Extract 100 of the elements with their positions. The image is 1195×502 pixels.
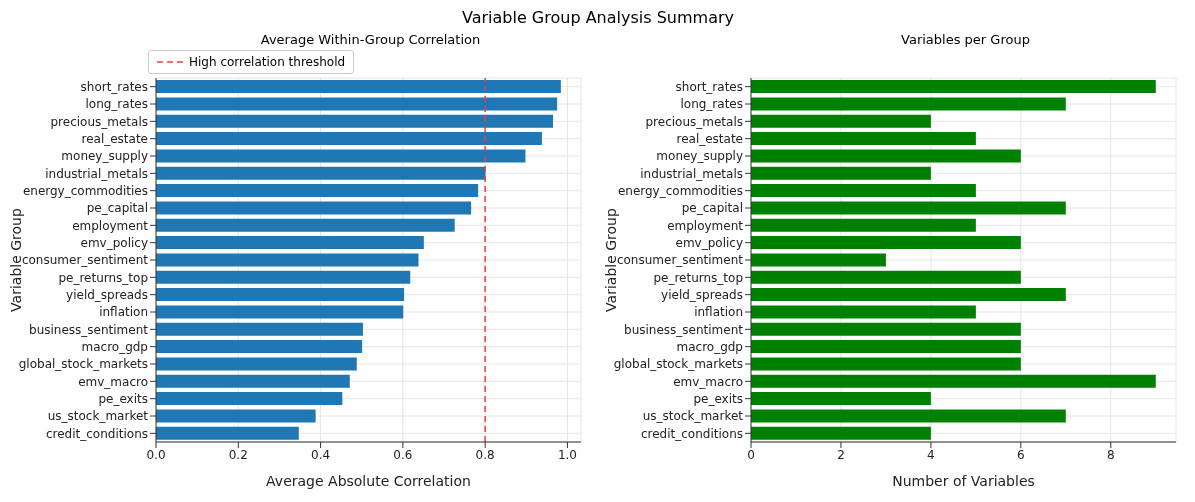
y-tick-label: energy_commodities (617, 183, 743, 198)
bar (156, 218, 455, 232)
y-tick-label: short_rates (80, 79, 148, 94)
bar (156, 374, 350, 388)
y-tick-label: money_supply (656, 149, 743, 164)
bar (156, 392, 343, 406)
y-tick-label: precious_metals (50, 114, 148, 129)
bar (751, 236, 1021, 250)
bar (751, 132, 976, 146)
x-axis-title: Average Absolute Correlation (266, 472, 471, 489)
y-tick-label: pe_returns_top (58, 270, 148, 285)
y-tick-label: pe_exits (98, 391, 148, 406)
chart-title: Average Within-Group Correlation (259, 32, 482, 49)
bar (156, 409, 316, 423)
bar (156, 201, 472, 215)
bar (751, 374, 1156, 388)
y-tick-label: pe_capital (86, 201, 148, 216)
bar (156, 149, 526, 163)
y-tick-label: industrial_metals (640, 166, 743, 181)
bar (156, 357, 357, 371)
y-tick-label: emv_policy (80, 235, 148, 250)
y-tick-label: emv_macro (78, 374, 148, 389)
y-tick-label: precious_metals (645, 114, 743, 129)
bar (156, 236, 424, 250)
y-tick-label: inflation (99, 305, 148, 320)
text: Variable Group Analysis Summary (461, 8, 735, 29)
bar (156, 184, 479, 198)
y-tick-label: credit_conditions (45, 426, 148, 441)
x-tick-label: 4 (927, 447, 935, 462)
y-tick-label: emv_macro (673, 374, 743, 389)
x-tick-label: 0.6 (393, 447, 413, 462)
bar (156, 270, 411, 284)
y-axis-title: Variable Group (602, 208, 619, 312)
x-tick-label: 0 (747, 447, 755, 462)
x-tick-label: 0.4 (311, 447, 331, 462)
bar (751, 97, 1066, 111)
y-tick-label: macro_gdp (81, 339, 148, 354)
y-tick-label: inflation (694, 305, 743, 320)
bar (751, 426, 931, 440)
bar (751, 409, 1066, 423)
bar (751, 114, 931, 128)
bar (751, 340, 1021, 354)
y-tick-label: business_sentiment (29, 322, 149, 337)
y-tick-label: consumer_sentiment (21, 253, 149, 268)
bar (751, 80, 1156, 94)
y-tick-label: energy_commodities (22, 183, 148, 198)
y-tick-label: employment (667, 218, 744, 233)
bar (751, 201, 1066, 215)
y-tick-label: long_rates (85, 97, 148, 112)
bar (156, 166, 486, 180)
x-tick-label: 0.8 (475, 447, 495, 462)
bar (751, 392, 931, 406)
bar (156, 114, 554, 128)
y-tick-label: pe_capital (681, 201, 743, 216)
bar (751, 166, 931, 180)
x-tick-label: 2 (837, 447, 845, 462)
y-tick-label: real_estate (81, 131, 148, 146)
legend-label: High correlation threshold (189, 55, 346, 69)
bar (751, 322, 1021, 336)
bar (751, 253, 886, 267)
bar (156, 322, 363, 336)
y-tick-label: credit_conditions (640, 426, 743, 441)
y-tick-label: industrial_metals (45, 166, 148, 181)
y-tick-label: real_estate (676, 131, 743, 146)
bar (156, 97, 558, 111)
y-tick-label: emv_policy (675, 235, 743, 250)
bar (751, 184, 976, 198)
x-tick-label: 6 (1017, 447, 1025, 462)
bar (156, 426, 299, 440)
y-tick-label: employment (72, 218, 149, 233)
bar (156, 253, 419, 267)
y-tick-label: consumer_sentiment (616, 253, 744, 268)
y-axis-title: Variable Group (7, 208, 24, 312)
bar (156, 80, 561, 94)
bar (156, 340, 363, 354)
y-tick-label: pe_exits (693, 391, 743, 406)
bar (751, 218, 976, 232)
chart-title: Variables per Group (900, 32, 1031, 49)
x-axis-title: Number of Variables (892, 472, 1035, 489)
bar (751, 270, 1021, 284)
y-tick-label: global_stock_markets (18, 357, 148, 372)
y-tick-label: us_stock_market (642, 409, 744, 424)
y-tick-label: global_stock_markets (613, 357, 743, 372)
y-tick-label: money_supply (61, 149, 148, 164)
bar (751, 149, 1021, 163)
y-tick-label: pe_returns_top (653, 270, 743, 285)
bar (751, 288, 1066, 302)
bar (156, 288, 405, 302)
x-tick-label: 0.0 (146, 447, 166, 462)
y-tick-label: yield_spreads (661, 287, 743, 302)
y-tick-label: macro_gdp (676, 339, 743, 354)
x-tick-label: 1.0 (557, 447, 577, 462)
bar (751, 305, 976, 319)
y-tick-label: us_stock_market (47, 409, 149, 424)
bar (156, 305, 404, 319)
bar (751, 357, 1021, 371)
y-tick-label: business_sentiment (624, 322, 744, 337)
y-tick-label: short_rates (675, 79, 743, 94)
x-tick-label: 0.2 (228, 447, 248, 462)
y-tick-label: yield_spreads (66, 287, 148, 302)
